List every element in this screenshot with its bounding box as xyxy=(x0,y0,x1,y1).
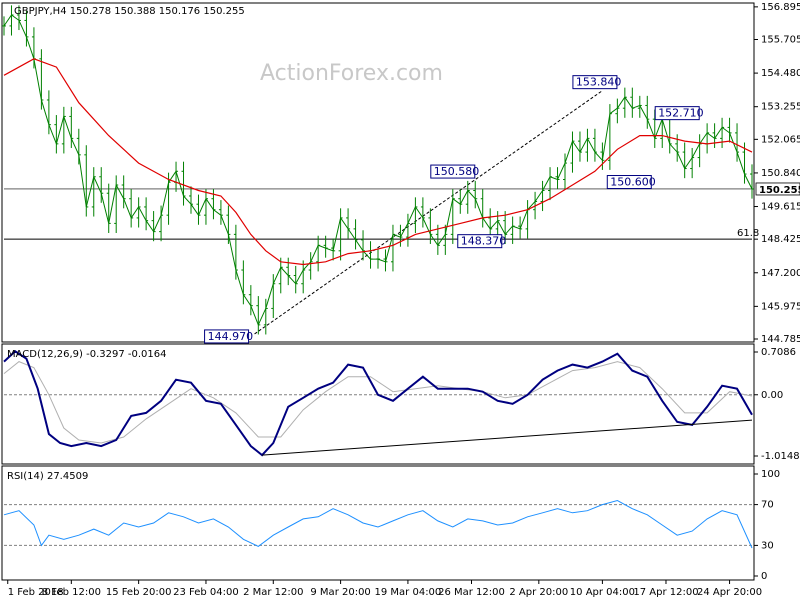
price-annotation-label: 153.840 xyxy=(576,76,622,89)
macd-y-tick-label: -1.0148 xyxy=(761,451,800,462)
macd-plot xyxy=(3,350,753,457)
price-trendline xyxy=(254,90,603,335)
rsi-line xyxy=(3,499,753,549)
fib-level-label: 61.8 xyxy=(737,228,759,239)
macd-line xyxy=(3,350,753,457)
x-tick-label: 9 Mar 20:00 xyxy=(310,587,370,598)
rsi-y-tick-label: 0 xyxy=(761,571,767,582)
price-annotation-box xyxy=(430,164,476,179)
price-y-tick-label: 153.255 xyxy=(761,102,800,113)
x-tick-label: 2 Apr 20:00 xyxy=(509,587,568,598)
price-annotation-label: 148.370 xyxy=(461,235,507,248)
price-annotation-box xyxy=(606,175,652,190)
price-y-tick-label: 150.840 xyxy=(761,168,800,179)
price-panel-frame xyxy=(1,2,755,343)
price-annotation-box xyxy=(572,75,618,90)
price-plot: 61.8 144.970 153.840 150.580 148.370 152.710 1… xyxy=(2,5,759,344)
macd-signal-line xyxy=(3,361,753,444)
macd-trendline xyxy=(262,419,753,456)
macd-y-tick-label: 0.00 xyxy=(761,390,783,401)
price-y-tick-label: 148.425 xyxy=(761,234,800,245)
price-y-tick-label: 156.895 xyxy=(761,2,800,13)
price-annotation-box xyxy=(204,329,250,344)
x-tick-label: 19 Mar 04:00 xyxy=(375,587,442,598)
price-y-tick-label: 147.200 xyxy=(761,268,800,279)
x-tick-label: 10 Apr 04:00 xyxy=(570,587,635,598)
rsi-y-tick-label: 70 xyxy=(761,500,774,511)
price-annotation-label: 144.970 xyxy=(208,330,254,343)
price-annotation-label: 150.580 xyxy=(434,165,480,178)
x-tick-label: 2 Mar 12:00 xyxy=(243,587,303,598)
price-header: GBPJPY,H4 150.278 150.388 150.176 150.25… xyxy=(14,6,245,17)
price-y-tick-label: 152.065 xyxy=(761,134,800,145)
watermark: ActionForex.com xyxy=(260,61,443,86)
rsi-y-tick-label: 30 xyxy=(761,540,774,551)
x-tick-label: 15 Feb 20:00 xyxy=(106,587,172,598)
price-annotation-box xyxy=(457,234,503,249)
current-price-label: 150.255 xyxy=(759,185,800,196)
rsi-header: RSI(14) 27.4509 xyxy=(7,471,88,482)
price-annotation-label: 150.600 xyxy=(610,176,656,189)
axes: 156.895 155.705 154.480 153.255 152.065 150.8… xyxy=(7,2,800,598)
x-tick-label: 24 Apr 20:00 xyxy=(697,587,762,598)
price-annotation-label: 152.710 xyxy=(658,107,704,120)
price-y-tick-label: 155.705 xyxy=(761,35,800,46)
price-annotation-box xyxy=(654,106,700,121)
rsi-y-tick-label: 100 xyxy=(761,469,780,480)
x-tick-label: 1 Feb 2018 xyxy=(8,587,64,598)
price-y-tick-label: 144.785 xyxy=(761,334,800,345)
macd-panel-frame xyxy=(1,343,755,465)
price-line xyxy=(3,14,753,327)
x-tick-label: 17 Apr 12:00 xyxy=(633,587,698,598)
moving-average-line xyxy=(3,58,753,266)
price-y-tick-label: 145.975 xyxy=(761,301,800,312)
rsi-panel-frame xyxy=(1,465,755,581)
x-tick-label: 8 Feb 12:00 xyxy=(42,587,101,598)
rsi-plot xyxy=(3,499,753,549)
macd-header: MACD(12,26,9) -0.3297 -0.0164 xyxy=(7,349,167,360)
price-y-tick-label: 149.615 xyxy=(761,202,800,213)
x-tick-label: 23 Feb 04:00 xyxy=(173,587,239,598)
price-y-tick-label: 154.480 xyxy=(761,68,800,79)
macd-y-tick-label: 0.7086 xyxy=(761,347,796,358)
current-price-box xyxy=(755,182,800,196)
x-tick-label: 26 Mar 12:00 xyxy=(438,587,505,598)
